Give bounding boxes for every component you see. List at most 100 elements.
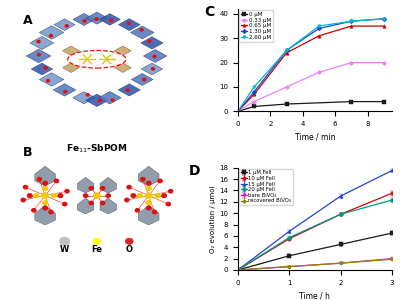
Circle shape — [110, 19, 112, 22]
Circle shape — [24, 185, 28, 189]
Polygon shape — [138, 206, 159, 225]
1.30 μM — [284, 49, 289, 52]
Polygon shape — [105, 55, 122, 64]
Circle shape — [100, 201, 105, 205]
Circle shape — [84, 194, 88, 197]
Polygon shape — [72, 55, 89, 64]
Circle shape — [128, 22, 130, 24]
Line: 0.33 μM: 0.33 μM — [236, 61, 386, 113]
Circle shape — [98, 99, 101, 102]
Line: 2.60 μM: 2.60 μM — [236, 17, 386, 113]
Legend: 1 μM FeII, 10 μM FeII, 15 μM FeII, 20 μM FeII, bare BiVO₄, recovered BiVO₄: 1 μM FeII, 10 μM FeII, 15 μM FeII, 20 μM… — [239, 169, 293, 205]
Polygon shape — [100, 177, 116, 193]
Circle shape — [95, 18, 98, 20]
Circle shape — [43, 206, 47, 210]
Circle shape — [100, 187, 105, 190]
0.65 μM — [252, 92, 256, 96]
0.33 μM — [284, 85, 289, 89]
Circle shape — [37, 40, 40, 43]
Circle shape — [89, 201, 93, 205]
Circle shape — [42, 193, 49, 199]
0 μM — [236, 110, 240, 113]
Circle shape — [89, 187, 93, 190]
Polygon shape — [30, 36, 54, 50]
Circle shape — [145, 193, 152, 199]
Circle shape — [143, 78, 146, 81]
Polygon shape — [86, 94, 108, 106]
Circle shape — [135, 208, 140, 212]
2.60 μM — [382, 17, 386, 20]
Text: O: O — [126, 245, 133, 254]
Polygon shape — [77, 198, 94, 214]
Text: Fe$_{11}$-SbPOM: Fe$_{11}$-SbPOM — [66, 142, 128, 154]
Circle shape — [42, 200, 48, 205]
Circle shape — [65, 25, 68, 27]
Circle shape — [54, 179, 58, 183]
Circle shape — [152, 68, 154, 70]
1.30 μM — [382, 17, 386, 20]
Ellipse shape — [68, 50, 126, 68]
Y-axis label: O₂ evolution / μmol: O₂ evolution / μmol — [210, 185, 216, 253]
Circle shape — [93, 238, 101, 244]
2.60 μM — [252, 85, 256, 89]
0 μM — [349, 100, 354, 103]
Circle shape — [131, 194, 136, 197]
Circle shape — [153, 55, 156, 58]
Circle shape — [162, 194, 166, 197]
1.30 μM — [252, 90, 256, 94]
Polygon shape — [73, 14, 95, 26]
Circle shape — [58, 194, 63, 197]
Polygon shape — [63, 46, 80, 56]
0.65 μM — [316, 34, 321, 38]
Circle shape — [152, 210, 157, 214]
Circle shape — [42, 186, 48, 191]
Circle shape — [158, 179, 162, 183]
Text: Fe: Fe — [92, 245, 102, 254]
Line: 0 μM: 0 μM — [236, 100, 386, 113]
Polygon shape — [35, 206, 56, 225]
Polygon shape — [53, 84, 76, 96]
Text: W: W — [60, 245, 69, 254]
Circle shape — [168, 190, 173, 193]
Polygon shape — [63, 63, 80, 73]
Text: B: B — [22, 146, 32, 159]
Polygon shape — [99, 14, 120, 25]
Circle shape — [146, 186, 152, 191]
Polygon shape — [98, 92, 121, 104]
Circle shape — [33, 193, 39, 198]
Circle shape — [146, 182, 151, 185]
Circle shape — [50, 34, 52, 37]
Polygon shape — [141, 37, 163, 49]
Circle shape — [146, 200, 152, 205]
Circle shape — [155, 193, 160, 198]
0 μM — [284, 102, 289, 106]
Legend: 0 μM, 0.33 μM, 0.65 μM, 1.30 μM, 2.60 μM: 0 μM, 0.33 μM, 0.65 μM, 1.30 μM, 2.60 μM — [239, 10, 273, 42]
0.65 μM — [284, 51, 289, 55]
2.60 μM — [349, 20, 354, 23]
Circle shape — [125, 198, 129, 202]
0.33 μM — [349, 61, 354, 64]
Circle shape — [43, 182, 47, 185]
0.33 μM — [316, 70, 321, 74]
Line: 1.30 μM: 1.30 μM — [236, 17, 386, 113]
Circle shape — [37, 53, 40, 56]
0.33 μM — [382, 61, 386, 64]
Circle shape — [111, 99, 114, 101]
0 μM — [382, 100, 386, 103]
0.65 μM — [382, 24, 386, 28]
Circle shape — [146, 206, 151, 210]
Polygon shape — [118, 84, 140, 96]
Polygon shape — [130, 26, 154, 39]
Circle shape — [59, 237, 70, 245]
Circle shape — [127, 185, 131, 189]
0.65 μM — [236, 110, 240, 113]
Circle shape — [106, 194, 110, 197]
Polygon shape — [77, 177, 94, 193]
0.33 μM — [236, 110, 240, 113]
Circle shape — [141, 178, 145, 181]
Polygon shape — [39, 73, 64, 86]
2.60 μM — [236, 110, 240, 113]
Polygon shape — [118, 19, 140, 31]
Circle shape — [166, 202, 170, 206]
Circle shape — [126, 238, 133, 244]
